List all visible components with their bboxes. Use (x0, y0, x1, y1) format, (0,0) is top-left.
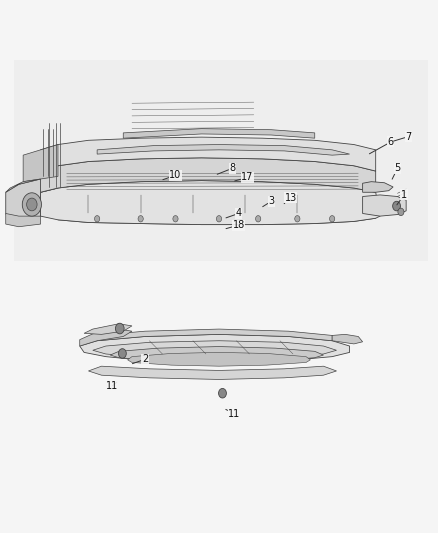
Text: 1: 1 (397, 190, 407, 205)
Text: 2: 2 (132, 354, 148, 364)
Polygon shape (93, 341, 336, 360)
Text: 6: 6 (369, 137, 394, 154)
Polygon shape (97, 144, 350, 155)
Circle shape (392, 201, 400, 211)
Text: 3: 3 (263, 196, 274, 207)
Circle shape (118, 349, 126, 358)
Text: 10: 10 (163, 171, 182, 180)
Polygon shape (80, 329, 132, 346)
Text: 7: 7 (394, 132, 411, 142)
Polygon shape (127, 352, 311, 366)
Polygon shape (363, 182, 393, 192)
Circle shape (22, 193, 42, 216)
Circle shape (95, 216, 100, 222)
Text: 17: 17 (235, 172, 254, 182)
Polygon shape (58, 205, 376, 218)
Text: 8: 8 (217, 164, 235, 174)
Polygon shape (332, 334, 363, 344)
Polygon shape (58, 197, 376, 209)
Circle shape (295, 216, 300, 222)
Text: 5: 5 (392, 164, 401, 179)
Polygon shape (84, 324, 132, 334)
Text: 11: 11 (226, 409, 240, 419)
Polygon shape (80, 334, 350, 363)
Polygon shape (123, 128, 315, 138)
Text: 11: 11 (106, 381, 119, 391)
Polygon shape (88, 366, 336, 379)
Circle shape (219, 389, 226, 398)
Circle shape (116, 323, 124, 334)
Circle shape (329, 216, 335, 222)
Polygon shape (58, 212, 376, 224)
Polygon shape (6, 176, 58, 224)
Text: 13: 13 (284, 192, 297, 204)
Circle shape (138, 216, 143, 222)
Polygon shape (110, 346, 323, 362)
Polygon shape (6, 179, 41, 192)
Polygon shape (58, 207, 363, 215)
Polygon shape (6, 214, 41, 227)
Circle shape (27, 198, 37, 211)
Bar (14, 60, 428, 261)
Polygon shape (97, 329, 332, 341)
Circle shape (173, 216, 178, 222)
Circle shape (398, 208, 404, 216)
Text: 18: 18 (226, 220, 245, 230)
Polygon shape (41, 181, 380, 224)
Circle shape (216, 216, 222, 222)
Polygon shape (41, 137, 376, 171)
Text: 4: 4 (226, 208, 242, 219)
Polygon shape (363, 195, 406, 216)
Circle shape (255, 216, 261, 222)
Polygon shape (41, 158, 376, 192)
Polygon shape (23, 144, 58, 182)
